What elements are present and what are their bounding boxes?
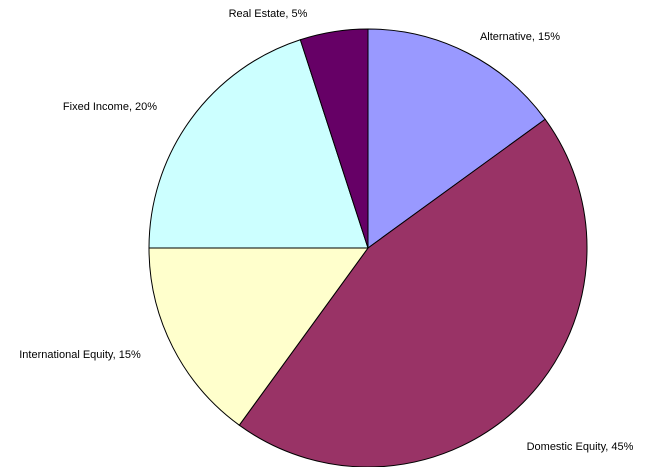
pie-slice — [367, 28, 546, 249]
data-label: Fixed Income, 20% — [63, 101, 157, 113]
pie-slice — [299, 28, 369, 249]
data-label: Real Estate, 5% — [229, 8, 308, 20]
pie-slice — [148, 39, 369, 249]
data-label: Alternative, 15% — [480, 31, 560, 43]
data-label: International Equity, 15% — [19, 349, 141, 361]
pie-slice — [148, 247, 369, 426]
pie-slice — [238, 118, 588, 467]
data-label: Domestic Equity, 45% — [527, 441, 634, 453]
